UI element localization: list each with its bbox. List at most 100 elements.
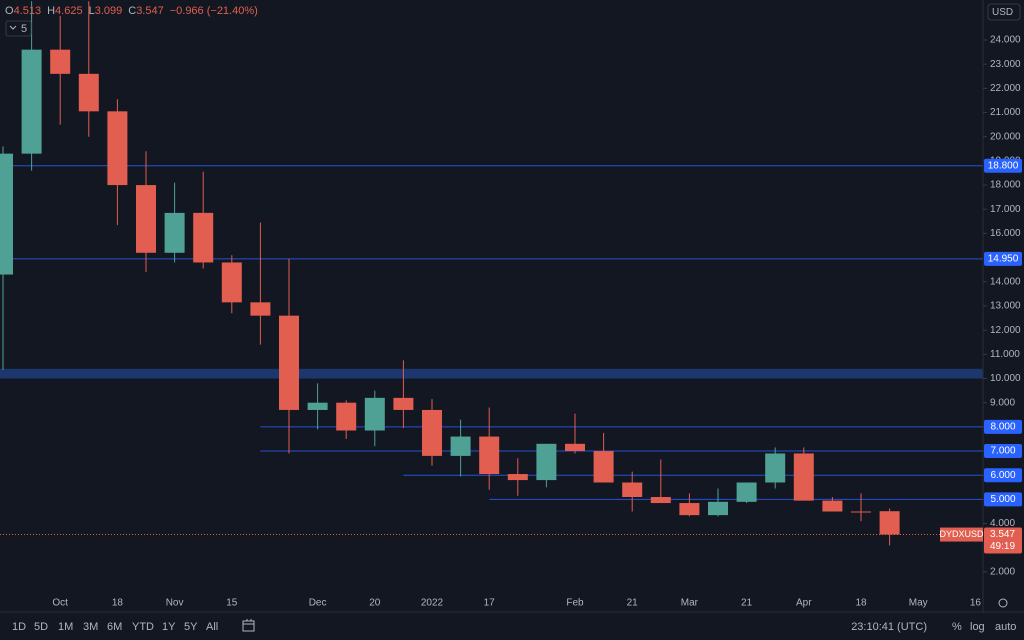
candle-body [650, 497, 671, 504]
level-label: 14.950 [988, 253, 1019, 264]
scale-option[interactable]: % [952, 621, 962, 633]
candle-body [250, 302, 271, 316]
header: O4.513 H4.625 L3.099 C3.547 −0.966 (−21.40%)… [5, 3, 1021, 37]
candle-body [565, 443, 585, 452]
range-button[interactable]: All [206, 621, 218, 633]
candle-body [136, 185, 156, 253]
level-label: 8.000 [990, 422, 1015, 433]
x-tick-label: Oct [52, 598, 68, 609]
scale-option[interactable]: log [970, 621, 985, 633]
legend-value: 3.099 [95, 5, 123, 17]
candle-body [164, 212, 185, 253]
candle-body [21, 49, 42, 154]
candle-body [793, 453, 814, 501]
x-tick-label: Nov [166, 598, 184, 609]
y-tick-label: 14.000 [990, 276, 1021, 287]
x-tick-label: Mar [681, 598, 699, 609]
range-button[interactable]: YTD [132, 621, 154, 633]
goto-date-icon[interactable] [242, 619, 255, 632]
y-tick-label: 22.000 [990, 83, 1021, 94]
x-tick-label: Feb [566, 598, 584, 609]
chevron [9, 25, 17, 30]
x-tick-label: 16 [970, 598, 982, 609]
range-button[interactable]: 1M [58, 621, 73, 633]
candle-body [851, 511, 871, 513]
level-tag [984, 158, 1022, 173]
x-tick-label: 18 [855, 598, 867, 609]
settings-icon[interactable] [998, 598, 1008, 608]
indicator-toggle[interactable] [5, 20, 32, 37]
candle-body [708, 501, 728, 516]
legend-key: L [89, 5, 95, 17]
ohlc-legend: O4.513 H4.625 L3.099 C3.547 −0.966 (−21.40%) [5, 5, 258, 17]
range-button[interactable]: 5D [34, 621, 48, 633]
range-button[interactable]: 6M [107, 621, 122, 633]
candle-body [393, 397, 414, 410]
y-tick-label: 21.000 [990, 107, 1021, 118]
level-label: 7.000 [990, 446, 1015, 457]
x-tick-label: 21 [741, 598, 753, 609]
legend-key: O [5, 5, 14, 17]
candle-body [279, 315, 299, 410]
y-tick-label: 4.000 [990, 518, 1015, 529]
symbol-label: DYDXUSD [939, 529, 984, 539]
candle-body [107, 111, 128, 186]
level-tag [984, 251, 1022, 266]
x-tick-label: Dec [309, 598, 327, 609]
x-tick-label: 20 [369, 598, 381, 609]
y-tick-label: 24.000 [990, 35, 1021, 46]
candle-body [221, 262, 242, 303]
candle-body [450, 436, 471, 456]
currency-select[interactable] [987, 3, 1021, 21]
candle-body [879, 511, 900, 535]
zone [0, 368, 983, 379]
x-tick-label: 2022 [421, 598, 444, 609]
y-tick-label: 20.000 [990, 131, 1021, 142]
indicator-count: 5 [21, 23, 27, 35]
level-label: 18.800 [988, 160, 1019, 171]
candle-body [0, 153, 13, 275]
level-tag [984, 468, 1022, 483]
y-tick-label: 10.000 [990, 373, 1021, 384]
candle-body [736, 482, 757, 502]
y-tick-label: 18.000 [990, 180, 1021, 191]
range-button[interactable]: 1Y [162, 621, 176, 633]
bottom-toolbar: 1D 5D 1M 3M 6M YTD 1Y 5Y All 23:10:41 (UTC)% log au… [12, 598, 1016, 633]
plot-area [0, 1, 983, 546]
x-tick-label: 15 [226, 598, 238, 609]
range-button[interactable]: 1D [12, 621, 26, 633]
range-button[interactable]: 5Y [184, 621, 198, 633]
price-tag [984, 527, 1022, 554]
candle-body [536, 443, 557, 481]
currency: USD [992, 7, 1013, 18]
candle-body [422, 409, 442, 456]
candle-body [193, 212, 214, 263]
candle-body [78, 73, 99, 112]
x-tick-label: 18 [112, 598, 124, 609]
scale-option[interactable]: auto [995, 621, 1016, 633]
x-tick-label: May [909, 598, 928, 609]
candle-body [679, 503, 700, 516]
level-tag [984, 444, 1022, 459]
legend-value: 3.547 [136, 5, 164, 17]
legend-key: C [128, 5, 136, 17]
clock: 23:10:41 (UTC) [851, 621, 927, 633]
candle-body [479, 436, 500, 475]
x-tick-label: Apr [796, 598, 812, 609]
y-tick-label: 2.000 [990, 567, 1015, 578]
candle-body [336, 402, 357, 431]
candle-body [593, 451, 614, 483]
range-button[interactable]: 3M [83, 621, 98, 633]
y-tick-label: 11.000 [990, 349, 1020, 360]
x-tick-label: 21 [627, 598, 639, 609]
legend-key: H [47, 5, 55, 17]
candle-body [822, 500, 843, 512]
y-tick-label: 12.000 [990, 325, 1021, 336]
symbol-tag [940, 527, 983, 542]
y-tick-label: 9.000 [990, 397, 1015, 408]
y-tick-label: 17.000 [990, 204, 1021, 215]
candle-body [765, 453, 786, 483]
y-tick-label: 23.000 [990, 59, 1021, 70]
